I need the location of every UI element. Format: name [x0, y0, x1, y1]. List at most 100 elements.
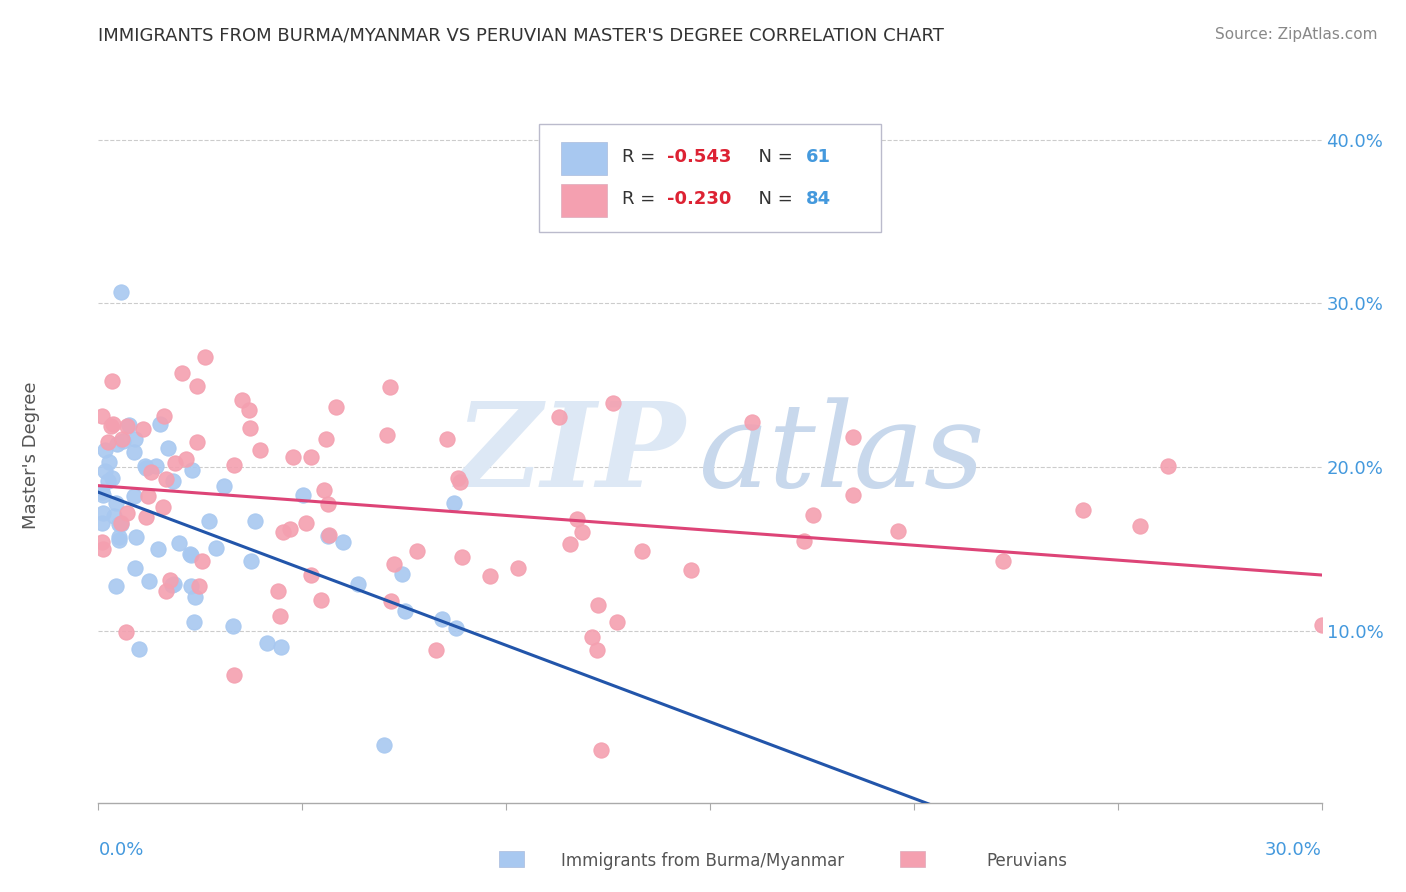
Point: [162, 474, 184, 488]
Text: N =: N =: [747, 148, 799, 166]
Bar: [561, 142, 607, 175]
Point: [571, 524, 593, 539]
Point: [212, 479, 235, 493]
Point: [100, 471, 122, 485]
Point: [122, 445, 145, 459]
Point: [256, 636, 278, 650]
Point: [122, 490, 145, 504]
Point: [110, 516, 132, 531]
Point: [159, 573, 181, 587]
Point: [160, 577, 183, 591]
Point: [170, 366, 193, 380]
Point: [294, 516, 316, 530]
Point: [231, 392, 253, 407]
Point: [793, 534, 815, 549]
Point: [118, 417, 141, 432]
Point: [842, 430, 865, 444]
Point: [803, 508, 825, 522]
Point: [380, 594, 402, 608]
Point: [96, 435, 118, 450]
Point: [107, 437, 129, 451]
Point: [443, 496, 465, 510]
Point: [991, 554, 1014, 568]
Point: [886, 524, 908, 538]
Point: [269, 608, 291, 623]
Point: [152, 500, 174, 514]
Point: [157, 441, 180, 455]
Point: [132, 422, 155, 436]
Point: [91, 541, 114, 556]
Point: [316, 529, 339, 543]
Bar: [499, 851, 524, 867]
Point: [125, 530, 148, 544]
Text: atlas: atlas: [697, 398, 984, 512]
Point: [146, 542, 169, 557]
Point: [94, 443, 117, 458]
Point: [108, 530, 131, 544]
Point: [93, 464, 115, 478]
Point: [278, 522, 301, 536]
Point: [506, 561, 529, 575]
Point: [312, 483, 335, 497]
Point: [108, 517, 131, 532]
Point: [1129, 519, 1152, 533]
Point: [394, 604, 416, 618]
Point: [606, 615, 628, 629]
Point: [447, 471, 470, 485]
Point: [110, 285, 132, 300]
Point: [382, 558, 405, 572]
Point: [181, 463, 204, 477]
Point: [167, 535, 190, 549]
Point: [221, 619, 243, 633]
Point: [103, 509, 125, 524]
Point: [104, 496, 127, 510]
Point: [581, 630, 603, 644]
Point: [270, 640, 292, 654]
Point: [111, 432, 134, 446]
Point: [391, 566, 413, 581]
Point: [451, 549, 474, 564]
Point: [128, 642, 150, 657]
Text: R =: R =: [621, 148, 661, 166]
Point: [222, 458, 245, 472]
Point: [180, 579, 202, 593]
Point: [97, 455, 120, 469]
Point: [299, 568, 322, 582]
Point: [183, 615, 205, 629]
Bar: [900, 851, 925, 867]
Point: [108, 533, 131, 547]
Point: [145, 459, 167, 474]
Point: [347, 577, 370, 591]
Point: [179, 548, 201, 562]
Text: -0.543: -0.543: [668, 148, 731, 166]
Point: [436, 433, 458, 447]
Point: [124, 432, 146, 446]
Point: [1071, 503, 1094, 517]
Text: Peruvians: Peruvians: [986, 852, 1067, 870]
Point: [188, 578, 211, 592]
Point: [91, 409, 114, 423]
Point: [135, 510, 157, 524]
Text: N =: N =: [747, 190, 799, 208]
Text: 84: 84: [806, 190, 831, 208]
Point: [311, 593, 333, 607]
Point: [325, 401, 347, 415]
Point: [101, 374, 124, 388]
Point: [115, 506, 138, 520]
Point: [1157, 458, 1180, 473]
Point: [124, 561, 146, 575]
Text: R =: R =: [621, 190, 661, 208]
Point: [430, 612, 453, 626]
Point: [91, 535, 114, 549]
Point: [292, 488, 315, 502]
Point: [375, 428, 398, 442]
Point: [134, 459, 156, 474]
Point: [567, 512, 589, 526]
Point: [249, 443, 271, 458]
Point: [444, 621, 467, 635]
Bar: [561, 184, 607, 217]
Point: [163, 576, 186, 591]
Point: [139, 465, 162, 479]
Point: [135, 461, 157, 475]
Point: [153, 409, 176, 423]
